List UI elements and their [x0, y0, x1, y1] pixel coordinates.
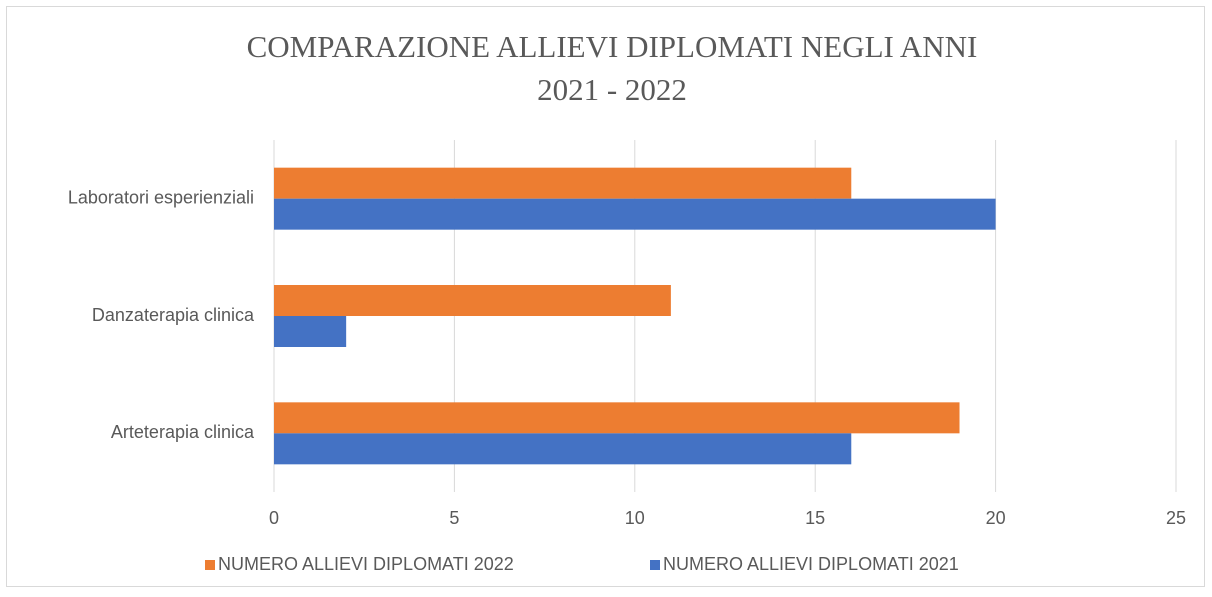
- bar: [274, 167, 852, 199]
- x-tick-label: 10: [625, 508, 645, 528]
- legend-swatch: [205, 560, 215, 570]
- y-tick-label: Laboratori esperienziali: [68, 187, 254, 207]
- x-tick-label: 15: [805, 508, 825, 528]
- bar: [274, 285, 671, 316]
- bar: [274, 198, 996, 230]
- chart-title: COMPARAZIONE ALLIEVI DIPLOMATI NEGLI ANN…: [247, 29, 978, 64]
- x-tick-label: 20: [986, 508, 1006, 528]
- legend-label: NUMERO ALLIEVI DIPLOMATI 2021: [663, 554, 959, 574]
- x-tick-label: 0: [269, 508, 279, 528]
- chart-title: 2021 - 2022: [537, 72, 687, 107]
- x-tick-label: 5: [449, 508, 459, 528]
- bar: [274, 433, 852, 465]
- legend-swatch: [650, 560, 660, 570]
- bar: [274, 316, 347, 347]
- bar: [274, 402, 960, 434]
- y-tick-label: Danzaterapia clinica: [92, 305, 255, 325]
- y-tick-label: Arteterapia clinica: [111, 422, 255, 442]
- x-tick-label: 25: [1166, 508, 1186, 528]
- legend-label: NUMERO ALLIEVI DIPLOMATI 2022: [218, 554, 514, 574]
